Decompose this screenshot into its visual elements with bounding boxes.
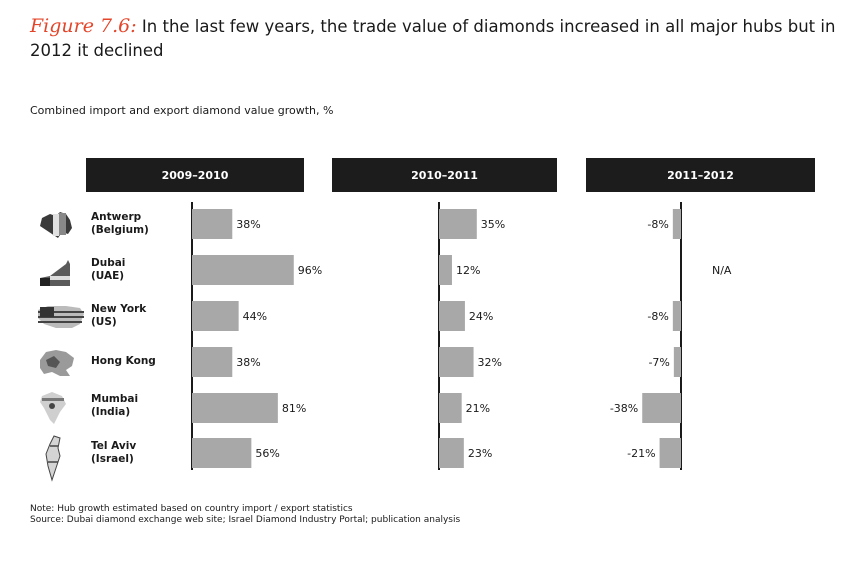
hub-label-tel-aviv: Tel Aviv (Israel) bbox=[91, 440, 137, 465]
bar-2009-2010-hong-kong bbox=[192, 347, 233, 377]
note-text: Note: Hub growth estimated based on coun… bbox=[30, 504, 353, 514]
figure-title-text: In the last few years, the trade value o… bbox=[30, 17, 836, 60]
panel-header-2011-2012: 2011–2012 bbox=[586, 158, 815, 192]
panel-header-2010-2011: 2010–2011 bbox=[332, 158, 557, 192]
bar-2011-2012-new-york bbox=[672, 301, 681, 331]
bar-2009-2010-mumbai bbox=[192, 393, 278, 423]
data-label-2011-2012-hong-kong: -7% bbox=[648, 356, 669, 369]
bar-2011-2012-tel-aviv bbox=[659, 438, 681, 468]
footnote: Note: Hub growth estimated based on coun… bbox=[30, 504, 460, 526]
uae-map-icon bbox=[40, 260, 70, 286]
hub-label-dubai: Dubai (UAE) bbox=[91, 257, 126, 282]
data-label-2011-2012-tel-aviv: -21% bbox=[627, 447, 655, 460]
source-text: Source: Dubai diamond exchange web site;… bbox=[30, 515, 461, 525]
hong-kong-map-icon bbox=[40, 350, 74, 376]
data-label-2009-2010-mumbai: 81% bbox=[282, 402, 306, 415]
bar-2011-2012-antwerp bbox=[672, 209, 681, 239]
israel-map-icon bbox=[45, 435, 61, 482]
data-label-2009-2010-new-york: 44% bbox=[243, 310, 267, 323]
data-label-2009-2010-dubai: 96% bbox=[298, 264, 322, 277]
data-label-2010-2011-tel-aviv: 23% bbox=[468, 447, 492, 460]
us-flag-map-icon bbox=[38, 306, 84, 328]
data-label-2010-2011-antwerp: 35% bbox=[481, 218, 505, 231]
data-label-2009-2010-antwerp: 38% bbox=[236, 218, 260, 231]
bar-2010-2011-new-york bbox=[439, 301, 465, 331]
bar-2011-2012-hong-kong bbox=[673, 347, 681, 377]
data-label-2011-2012-mumbai: -38% bbox=[610, 402, 638, 415]
india-map-icon bbox=[40, 392, 66, 424]
hub-label-hong-kong: Hong Kong bbox=[91, 355, 156, 367]
chart-subtitle: Combined import and export diamond value… bbox=[30, 104, 334, 117]
data-label-2009-2010-hong-kong: 38% bbox=[236, 356, 260, 369]
data-label-2011-2012-dubai: N/A bbox=[712, 264, 732, 277]
bar-2009-2010-antwerp bbox=[192, 209, 233, 239]
data-label-2011-2012-antwerp: -8% bbox=[647, 218, 668, 231]
bar-2009-2010-tel-aviv bbox=[192, 438, 252, 468]
hub-label-antwerp: Antwerp (Belgium) bbox=[91, 211, 149, 236]
data-label-2010-2011-dubai: 12% bbox=[456, 264, 480, 277]
bars-layer: 38% 96% 44% 38% 81% 56% 35% 12% 24% 32% 21% 23% -8% N… bbox=[191, 202, 732, 470]
data-label-2010-2011-new-york: 24% bbox=[469, 310, 493, 323]
data-label-2010-2011-hong-kong: 32% bbox=[478, 356, 502, 369]
bar-2010-2011-hong-kong bbox=[439, 347, 474, 377]
data-label-2009-2010-tel-aviv: 56% bbox=[255, 447, 279, 460]
panel-header-2009-2010: 2009–2010 bbox=[86, 158, 304, 192]
data-label-2011-2012-new-york: -8% bbox=[647, 310, 668, 323]
figure-label: Figure 7.6: bbox=[30, 15, 137, 37]
bar-2011-2012-mumbai bbox=[642, 393, 681, 423]
bar-2009-2010-dubai bbox=[192, 255, 294, 285]
bar-2010-2011-mumbai bbox=[439, 393, 462, 423]
hub-label-new-york: New York (US) bbox=[91, 303, 147, 328]
data-label-2010-2011-mumbai: 21% bbox=[466, 402, 490, 415]
belgium-map-icon bbox=[40, 212, 72, 238]
bar-2010-2011-tel-aviv bbox=[439, 438, 464, 468]
bar-2009-2010-new-york bbox=[192, 301, 239, 331]
bar-2010-2011-antwerp bbox=[439, 209, 477, 239]
bar-2010-2011-dubai bbox=[439, 255, 452, 285]
figure-title: Figure 7.6: In the last few years, the t… bbox=[30, 14, 850, 63]
hub-label-mumbai: Mumbai (India) bbox=[91, 393, 139, 418]
